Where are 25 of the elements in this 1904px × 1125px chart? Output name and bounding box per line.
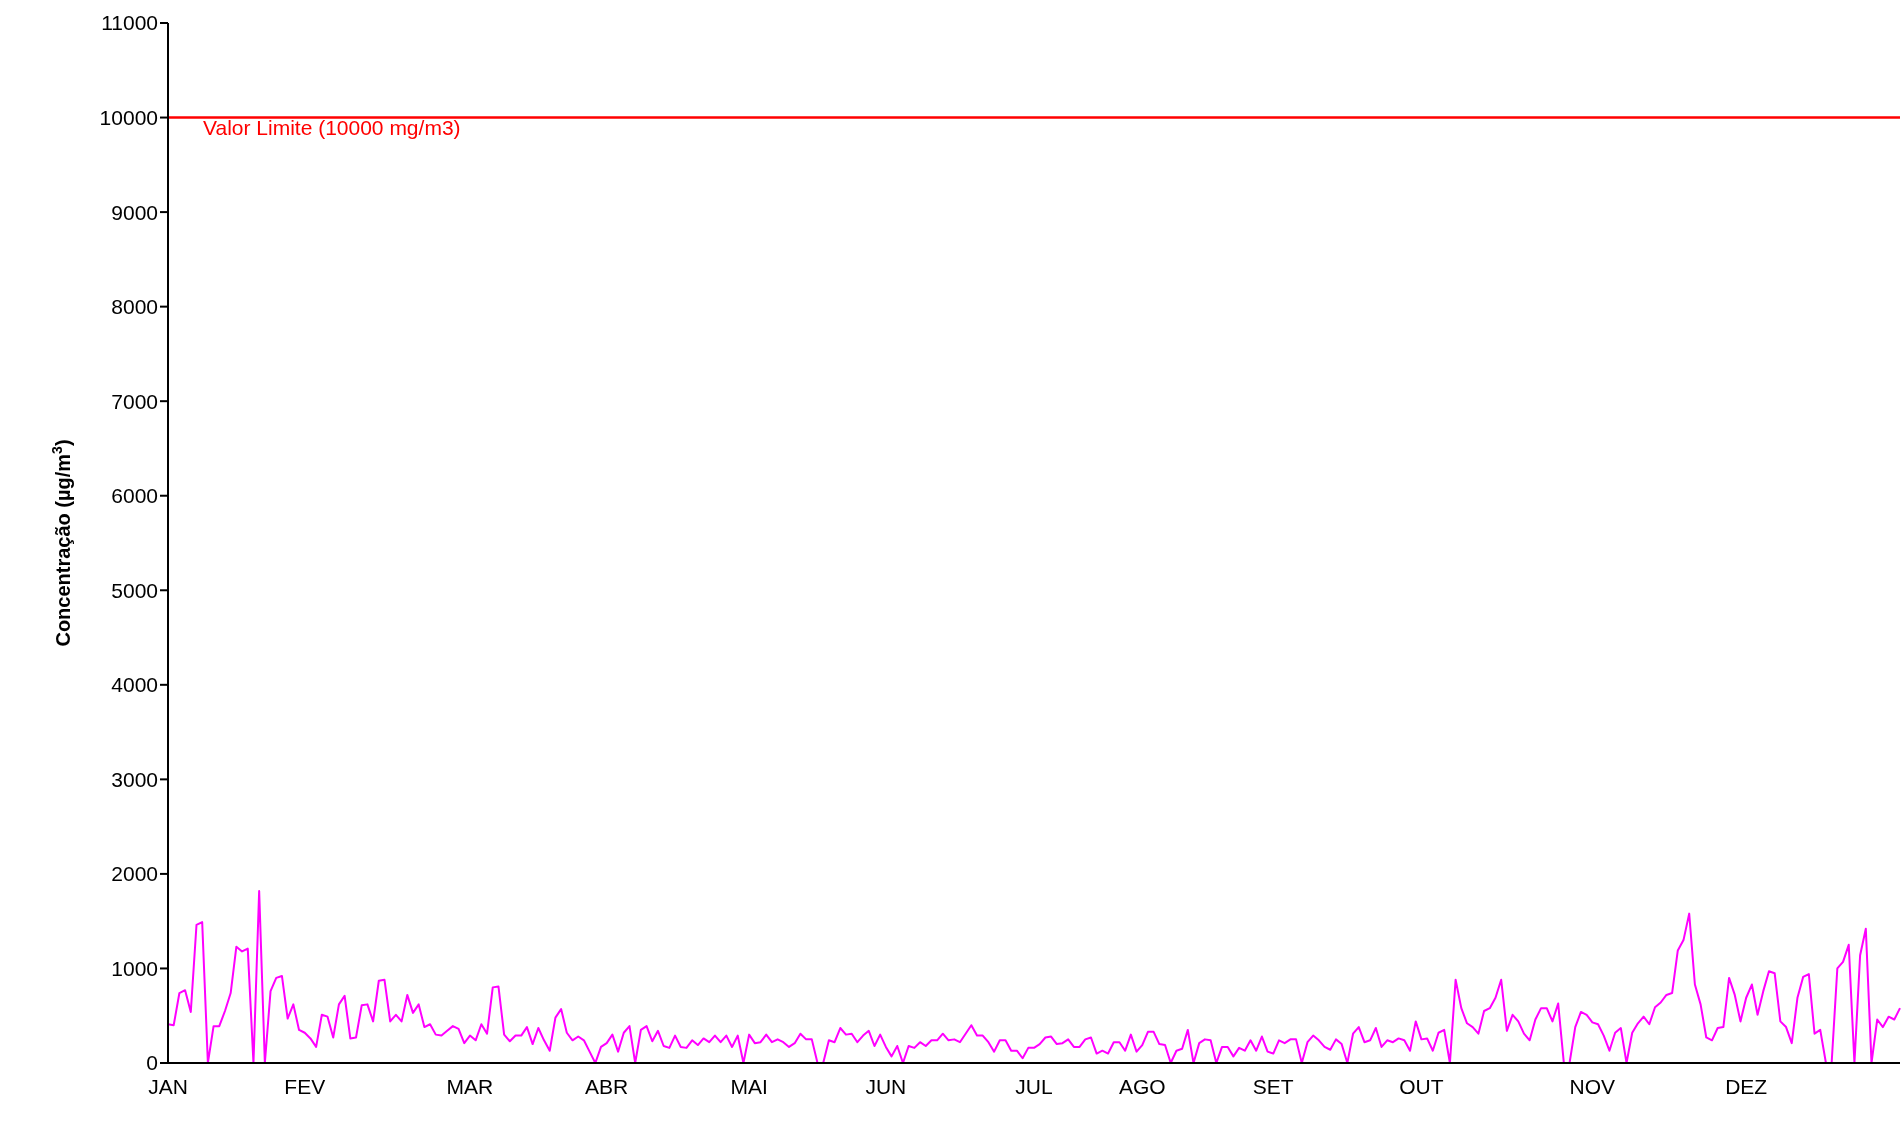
x-tick-label: OUT [1399,1074,1444,1098]
y-tick-label: 8000 [111,295,158,319]
x-tick-label: FEV [284,1074,326,1098]
y-tick-label: 11000 [101,11,158,35]
y-tick-label: 5000 [111,578,158,602]
y-tick-label: 3000 [111,767,158,791]
x-tick-label: MAI [730,1074,768,1098]
x-tick-label: JUL [1015,1074,1053,1098]
y-tick-label: 7000 [111,389,158,413]
x-tick-label: ABR [585,1074,629,1098]
x-tick-label: AGO [1118,1074,1166,1098]
y-tick-label: 0 [146,1051,158,1075]
x-tick-label: JUN [865,1074,907,1098]
y-tick-label: 4000 [111,673,158,697]
x-tick-label: DEZ [1725,1074,1768,1098]
y-tick-label: 1000 [111,956,158,980]
ref-line-label: Valor Limite (10000 mg/m3) [203,116,461,140]
x-tick-label: SET [1252,1074,1294,1098]
y-tick-label: 10000 [99,106,158,129]
y-tick-label: 6000 [111,484,158,508]
y-tick-label: 2000 [111,862,158,886]
y-tick-label: 9000 [111,200,158,224]
x-tick-label: NOV [1569,1074,1616,1098]
x-tick-label: MAR [446,1074,494,1098]
x-tick-label: JAN [148,1074,188,1098]
